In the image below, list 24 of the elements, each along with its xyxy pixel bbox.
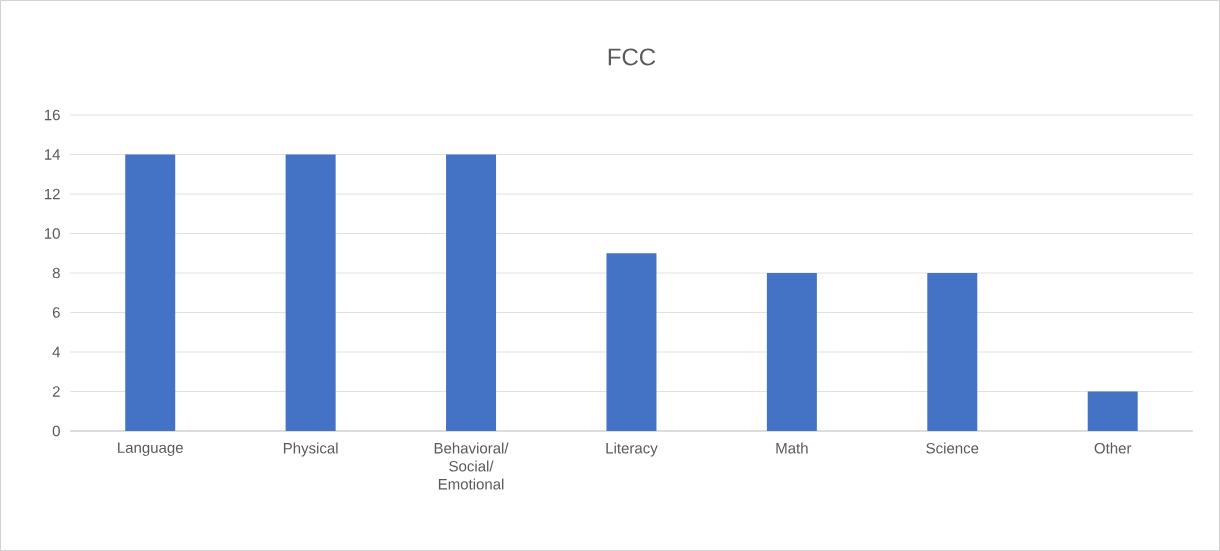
y-tick-label: 6: [52, 307, 60, 318]
bar: [446, 154, 497, 431]
bar: [285, 154, 336, 431]
y-tick-label: 2: [52, 386, 60, 397]
bar: [606, 253, 657, 431]
x-tick-label: Behavioral/ Social/ Emotional: [434, 442, 509, 490]
bar: [766, 272, 817, 431]
x-tick-label: Language: [118, 442, 183, 456]
y-tick-label: 4: [52, 346, 61, 358]
x-tick-label: Other: [1094, 442, 1132, 454]
y-tick-label: 14: [44, 149, 61, 160]
x-tick-label: Literacy: [606, 442, 658, 457]
bar: [1087, 391, 1138, 431]
chart-title: FCC: [608, 48, 656, 66]
y-tick-label: 16: [44, 109, 60, 121]
x-tick-label: Math: [776, 442, 808, 454]
bar: [125, 154, 176, 431]
x-tick-label: Science: [926, 442, 979, 454]
y-tick-label: 10: [44, 228, 60, 239]
y-tick-label: 0: [52, 425, 60, 437]
y-tick-label: 8: [52, 267, 60, 279]
y-tick-label: 12: [44, 188, 60, 200]
bar: [927, 272, 978, 431]
x-tick-label: Physical: [283, 442, 338, 457]
